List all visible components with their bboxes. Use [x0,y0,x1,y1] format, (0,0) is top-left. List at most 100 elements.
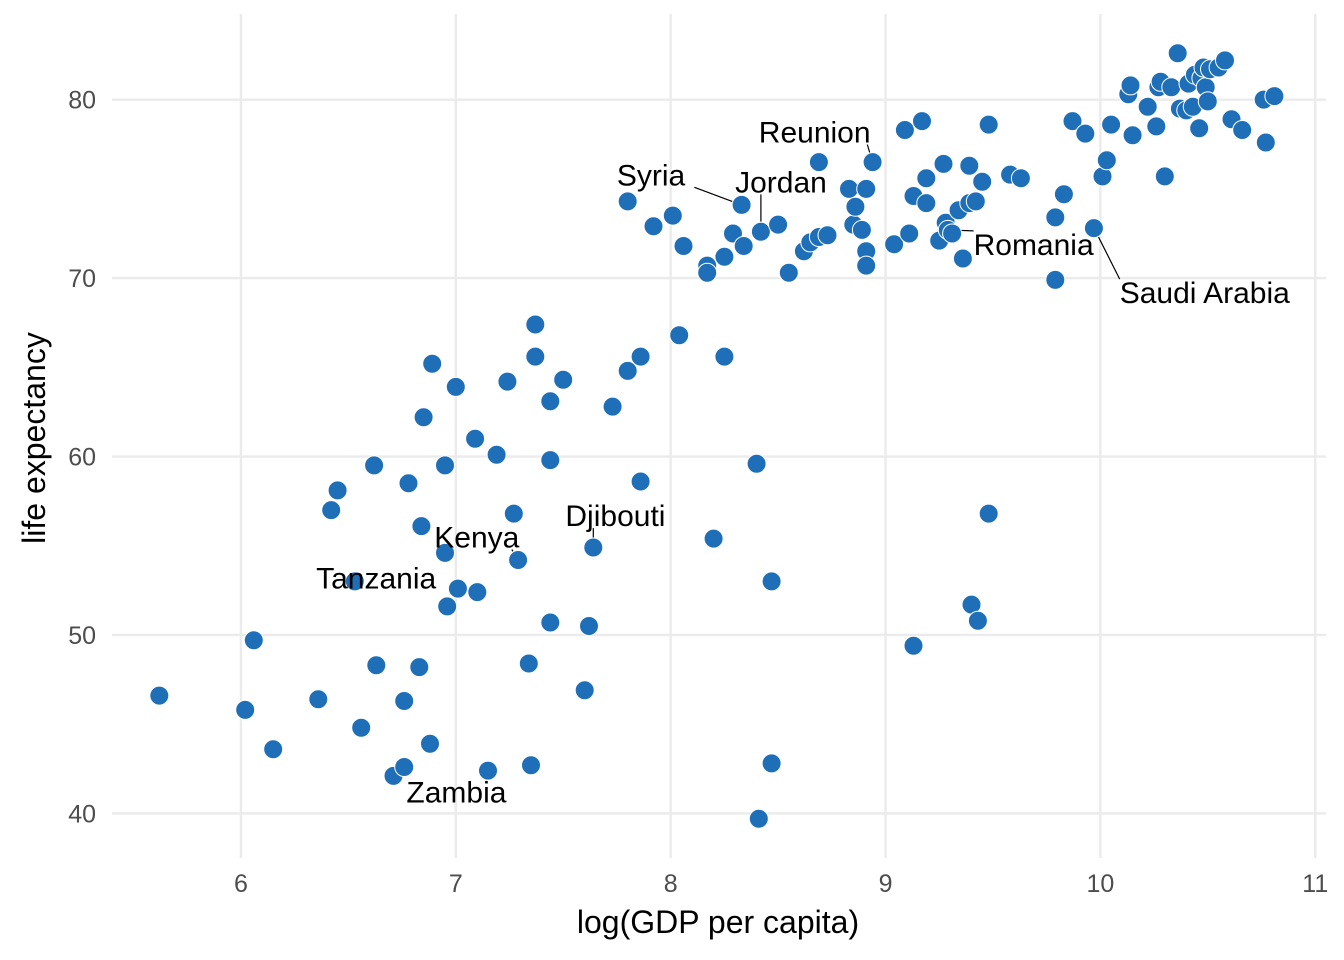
data-point [714,246,735,267]
annotation-leader [694,186,733,202]
data-point [808,152,829,173]
data-point [643,216,664,237]
data-point [1137,96,1158,117]
data-point [856,255,877,276]
data-point [778,262,799,283]
data-point [574,680,595,701]
data-point [617,191,638,212]
annotation-jordan: Jordan [735,166,827,199]
data-point [899,223,920,244]
data-point [662,205,683,226]
data-point [1255,132,1276,153]
data-point [327,480,348,501]
x-tick-label: 8 [664,870,678,898]
data-point [1101,114,1122,135]
data-point [761,571,782,592]
data-point [508,550,529,570]
annotation-kenya: Kenya [434,522,519,555]
data-point [733,236,754,256]
data-point [465,428,486,449]
data-point [884,234,905,255]
data-point [321,500,342,521]
y-tick-label: 50 [68,622,96,650]
x-tick-label: 11 [1302,870,1328,898]
annotation-leader [1097,236,1121,280]
data-point [420,733,440,754]
data-point [521,755,541,776]
data-point [972,171,993,192]
annotation-saudi-arabia: Saudi Arabia [1120,277,1290,310]
data-point [630,346,651,367]
data-point [445,376,466,397]
data-point [351,717,372,738]
data-point [761,753,782,774]
data-point [978,503,999,524]
data-point [1161,77,1182,98]
annotation-labels: Reunion Syria Jordan Romania Saudi Arabia Dji… [316,117,1290,810]
data-point [149,685,170,706]
data-point [617,360,638,381]
data-point [409,657,430,678]
data-point [366,655,387,676]
data-point [856,178,877,199]
data-point [768,214,789,235]
data-point [411,516,432,537]
data-point [748,808,769,829]
data-point [447,578,468,599]
data-point [965,191,986,212]
data-point [1197,91,1218,112]
data-point [540,391,561,412]
data-point [1232,120,1253,140]
data-point [845,196,866,217]
data-point [1146,116,1167,137]
data-point [1154,166,1175,187]
data-point [1045,207,1066,228]
data-point [503,503,524,524]
data-point [894,120,915,140]
data-point [817,225,838,246]
data-point [731,194,752,215]
data-point [1010,168,1031,189]
data-point [1096,150,1117,171]
y-axis-title: life expectancy [16,332,52,544]
x-tick-label: 6 [234,870,248,898]
annotation-djibouti: Djibouti [565,500,665,533]
y-tick-label: 40 [68,800,96,828]
data-point [1215,50,1235,71]
data-point [235,699,256,720]
y-tick-label: 80 [68,87,96,115]
data-point [1075,123,1096,144]
data-point [630,471,651,492]
data-point [413,407,434,428]
data-point [1120,75,1141,96]
data-point [746,453,767,474]
data-point [435,455,455,476]
data-point [912,111,932,132]
data-point [394,757,415,777]
x-axis-title: log(GDP per capita) [577,904,859,940]
data-point [703,528,724,549]
data-point [714,346,735,367]
data-point [344,571,365,592]
data-point [525,346,546,367]
data-point [525,314,546,335]
data-point [437,596,458,617]
data-point [959,155,980,176]
data-point [1062,111,1083,132]
annotation-tanzania: Tanzania [316,563,436,596]
x-tick-label: 10 [1086,870,1114,898]
tick-labels: 6 7 8 9 10 11 40 50 60 70 80 [68,87,1328,898]
x-tick-label: 9 [879,870,893,898]
data-point [952,248,973,269]
data-point [422,353,443,374]
data-point [478,760,498,781]
data-point [518,653,539,674]
data-point [862,152,883,173]
data-point [1167,43,1188,64]
annotation-zambia: Zambia [406,777,506,810]
data-point [669,325,690,346]
data-point [750,221,771,242]
data-point [394,691,415,711]
gridlines [112,14,1326,858]
